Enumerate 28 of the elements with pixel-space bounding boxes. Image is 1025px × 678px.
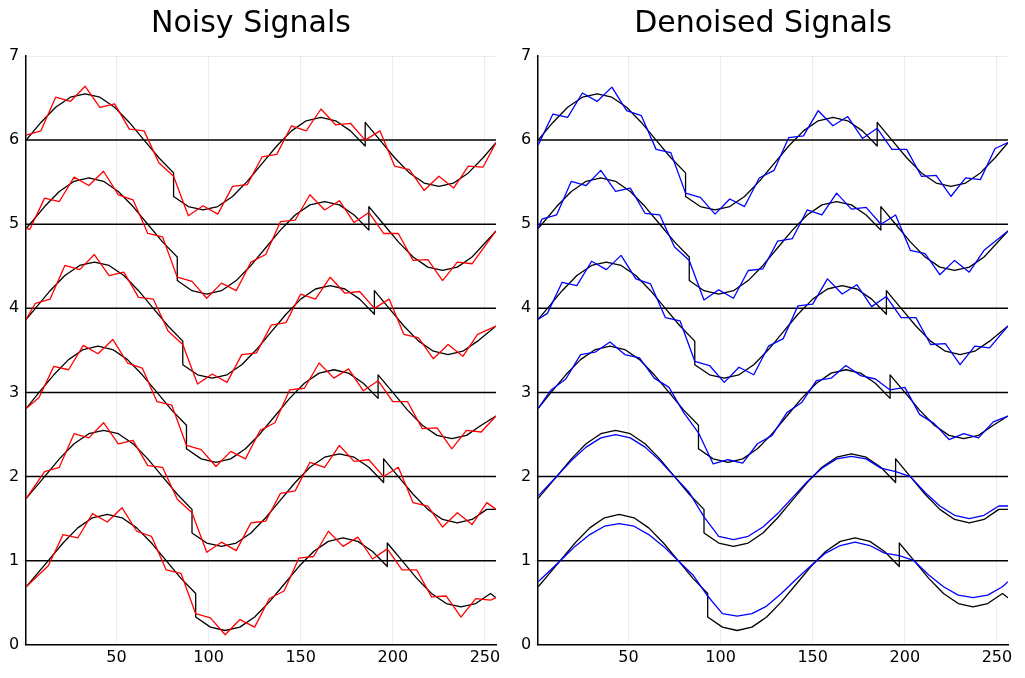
y-tick-label: 2 (520, 465, 532, 485)
y-tick-label: 3 (520, 381, 532, 401)
y-tick-label: 5 (8, 213, 20, 233)
y-tick-label: 3 (8, 381, 20, 401)
x-tick-label: 150 (285, 646, 316, 666)
y-tick-label: 6 (8, 129, 20, 149)
x-tick-label: 100 (193, 646, 224, 666)
x-tick-label: 200 (377, 646, 409, 666)
x-tick-label: 50 (106, 646, 127, 666)
chart-title: Noisy Signals (151, 3, 351, 39)
y-tick-label: 7 (8, 45, 20, 65)
y-tick-label: 1 (520, 549, 532, 569)
x-tick-label: 150 (797, 646, 828, 666)
y-tick-label: 5 (520, 213, 532, 233)
x-tick-label: 250 (981, 646, 1013, 666)
y-tick-label: 4 (520, 297, 532, 317)
y-tick-label: 1 (8, 549, 20, 569)
y-tick-label: 0 (8, 633, 20, 653)
y-tick-label: 4 (8, 297, 20, 317)
x-tick-label: 50 (618, 646, 639, 666)
y-tick-label: 7 (520, 45, 532, 65)
x-tick-label: 250 (469, 646, 501, 666)
y-tick-label: 6 (520, 129, 532, 149)
x-tick-label: 200 (889, 646, 921, 666)
chart-title: Denoised Signals (634, 3, 892, 39)
y-tick-label: 0 (520, 633, 532, 653)
y-tick-label: 2 (8, 465, 20, 485)
x-tick-label: 100 (705, 646, 736, 666)
